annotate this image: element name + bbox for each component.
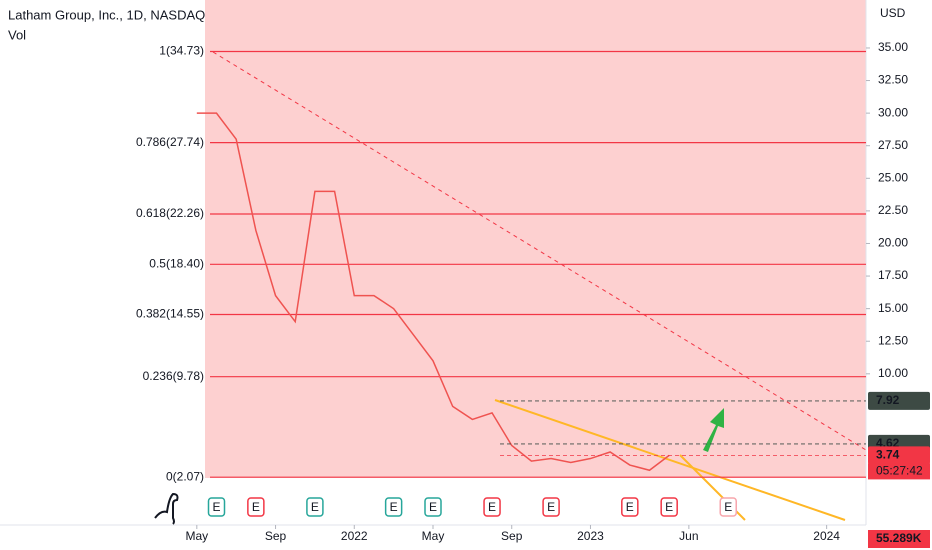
fib-label: 0.5(18.40)	[149, 256, 204, 270]
y-tick-label: 22.50	[878, 203, 908, 217]
y-tick-label: 35.00	[878, 40, 908, 54]
earnings-marker	[660, 497, 678, 517]
x-tick-label: May	[422, 529, 445, 543]
y-tick-label: 32.50	[878, 73, 908, 87]
y-tick-label: 17.50	[878, 268, 908, 282]
earnings-label: E	[311, 500, 319, 514]
y-tick-label: 12.50	[878, 333, 908, 347]
earnings-marker	[719, 497, 737, 517]
countdown: 05:27:42	[876, 464, 923, 478]
y-tick-label: 15.00	[878, 301, 908, 315]
fib-label: 0.618(22.26)	[136, 206, 204, 220]
fib-label: 0.382(14.55)	[136, 307, 204, 321]
earnings-label: E	[665, 500, 673, 514]
earnings-marker	[306, 497, 324, 517]
chart-title: Latham Group, Inc., 1D, NASDAQ	[8, 7, 205, 22]
earnings-marker	[542, 497, 560, 517]
subtitle: Vol	[8, 27, 26, 42]
fib-fill	[205, 0, 866, 478]
earnings-marker	[384, 497, 403, 517]
y-axis-label: USD	[880, 6, 906, 20]
countdown-box	[868, 463, 930, 480]
y-tick-label: 20.00	[878, 236, 908, 250]
x-tick-label: 2024	[813, 529, 840, 543]
fib-label: 0.786(27.74)	[136, 135, 204, 149]
arrow	[703, 408, 724, 452]
y-tick-label: 27.50	[878, 138, 908, 152]
earnings-label: E	[488, 500, 496, 514]
trend-line	[494, 399, 846, 521]
x-tick-label: 2022	[341, 529, 368, 543]
earnings-label: E	[429, 500, 437, 514]
logo	[154, 492, 179, 525]
y-tick-label: 10.00	[878, 366, 908, 380]
earnings-marker	[621, 497, 639, 517]
price-label: 7.92	[876, 393, 900, 407]
y-tick-label: 25.00	[878, 170, 908, 184]
earnings-label: E	[212, 500, 220, 514]
price-label: 3.74	[876, 448, 900, 462]
earnings-marker	[483, 497, 501, 517]
price-line	[196, 112, 670, 472]
x-tick-label: Sep	[265, 529, 287, 543]
x-tick-label: Sep	[501, 529, 523, 543]
earnings-marker	[247, 497, 265, 517]
earnings-marker	[207, 497, 226, 517]
x-tick-label: Jun	[679, 529, 698, 543]
earnings-label: E	[390, 500, 398, 514]
earnings-label: E	[626, 500, 634, 514]
earnings-label: E	[724, 500, 732, 514]
price-box	[868, 446, 930, 465]
y-tick-label: 30.00	[878, 105, 908, 119]
x-tick-label: May	[185, 529, 208, 543]
volume-label: 55.289K	[876, 531, 922, 545]
earnings-label: E	[547, 500, 555, 514]
volume-box	[868, 530, 930, 548]
price-box	[868, 391, 930, 410]
fib-label: 1(34.73)	[159, 44, 204, 58]
x-tick-label: 2023	[577, 529, 604, 543]
fib-label: 0(2.07)	[166, 469, 204, 483]
earnings-label: E	[252, 500, 260, 514]
fib-label: 0.236(9.78)	[143, 369, 204, 383]
earnings-marker	[424, 497, 442, 517]
